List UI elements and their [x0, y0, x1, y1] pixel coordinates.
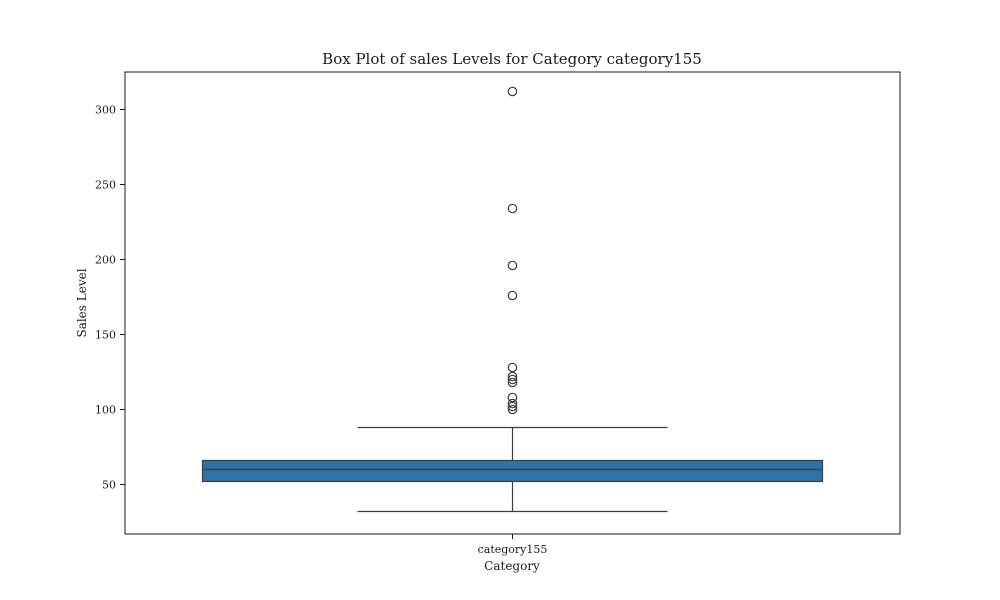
plot-area	[201, 86, 824, 513]
chart-title: Box Plot of sales Levels for Category ca…	[322, 50, 702, 68]
y-tick-label: 150	[95, 329, 116, 342]
y-axis-label: Sales Level	[75, 268, 89, 337]
y-tick-label: 200	[95, 254, 116, 267]
y-tick-label: 50	[102, 479, 116, 492]
y-tick-label: 300	[95, 104, 116, 117]
outlier-point	[507, 290, 518, 301]
outlier-point	[507, 377, 518, 388]
outlier-point	[507, 362, 518, 373]
outlier-point	[507, 392, 518, 403]
y-tick-label: 250	[95, 179, 116, 192]
x-tick-label: category155	[478, 543, 548, 556]
x-axis-label: Category	[484, 559, 540, 573]
outlier-point	[507, 398, 518, 409]
outlier-point	[507, 260, 518, 271]
y-axis: 50 100 150 200 250 300	[95, 104, 125, 492]
y-tick-label: 100	[95, 404, 116, 417]
outlier-point	[507, 86, 518, 97]
iqr-box	[201, 459, 824, 483]
x-axis: category155	[478, 534, 548, 556]
outlier-point	[507, 203, 518, 214]
outlier-point	[507, 404, 518, 415]
outlier-point	[507, 374, 518, 385]
